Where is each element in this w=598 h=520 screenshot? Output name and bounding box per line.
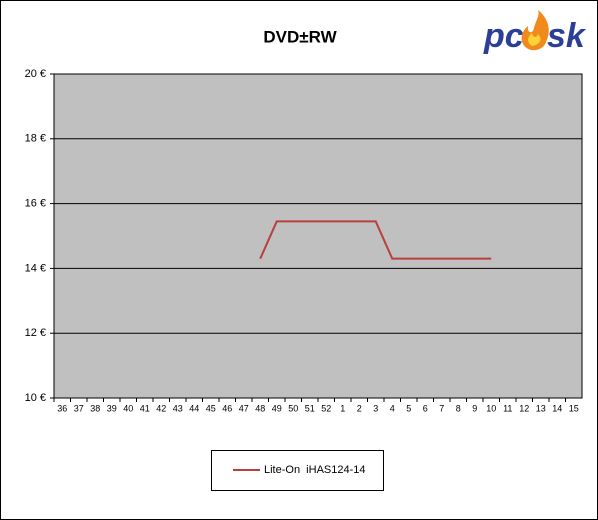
x-tick-label: 13 [536, 403, 546, 413]
x-tick-label: 39 [107, 403, 117, 413]
y-tick-label: 14 € [25, 262, 46, 274]
y-tick-label: 18 € [25, 133, 46, 145]
logo-left: pc [483, 17, 524, 55]
x-tick-label: 10 [486, 403, 496, 413]
x-tick-label: 5 [406, 403, 411, 413]
x-tick-label: 8 [456, 403, 461, 413]
chart-title: DVD±RW [263, 27, 337, 46]
plot-area [54, 74, 582, 398]
x-tick-label: 11 [503, 403, 512, 413]
y-tick-label: 16 € [25, 198, 46, 210]
y-tick-label: 10 € [25, 392, 46, 404]
x-tick-label: 7 [439, 403, 444, 413]
x-tick-label: 3 [373, 403, 378, 413]
y-tick-label: 20 € [25, 68, 46, 80]
x-tick-label: 49 [272, 403, 282, 413]
data-line [259, 220, 492, 260]
x-tick-label: 4 [390, 403, 395, 413]
x-tick-label: 40 [123, 403, 133, 413]
x-tick-label: 41 [140, 403, 150, 413]
x-tick-label: 52 [321, 403, 331, 413]
x-tick-label: 15 [569, 403, 579, 413]
x-tick-label: 46 [222, 403, 232, 413]
legend-label: Lite-On iHAS124-14 [264, 464, 366, 476]
x-tick-label: 14 [552, 403, 562, 413]
x-tick-label: 47 [239, 403, 249, 413]
x-tick-label: 38 [90, 403, 100, 413]
x-tick-label: 2 [357, 403, 362, 413]
x-tick-label: 43 [173, 403, 183, 413]
x-tick-label: 9 [472, 403, 477, 413]
x-tick-label: 37 [74, 403, 84, 413]
x-tick-label: 44 [189, 403, 199, 413]
x-tick-label: 45 [206, 403, 216, 413]
x-tick-label: 6 [423, 403, 428, 413]
x-tick-label: 12 [519, 403, 529, 413]
logo-flame-core [528, 33, 541, 46]
y-tick-label: 12 € [25, 327, 46, 339]
x-tick-label: 48 [255, 403, 265, 413]
x-tick-label: 42 [156, 403, 166, 413]
x-tick-label: 51 [305, 403, 315, 413]
logo: pc sk [483, 10, 587, 55]
x-tick-label: 1 [340, 403, 345, 413]
x-tick-label: 36 [57, 403, 67, 413]
logo-right: sk [547, 17, 587, 55]
x-tick-label: 50 [288, 403, 298, 413]
